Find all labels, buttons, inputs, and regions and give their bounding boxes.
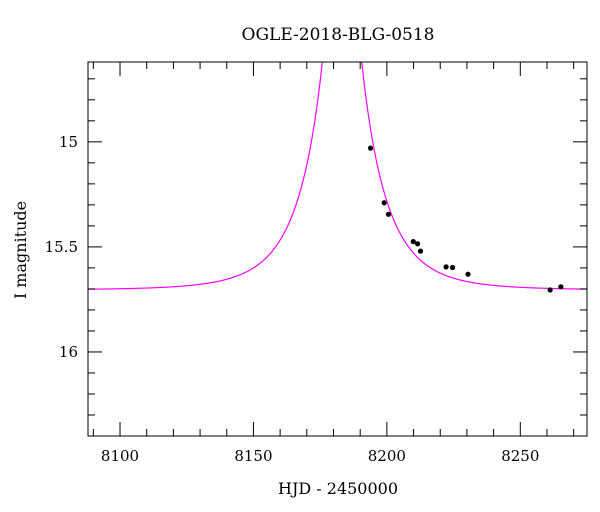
data-point [547, 287, 553, 293]
data-points [367, 145, 564, 293]
x-tick-label: 8100 [101, 447, 139, 465]
data-point [558, 284, 564, 290]
data-point [381, 200, 387, 206]
x-tick-labels: 8100 8150 8200 8250 [101, 447, 539, 465]
y-tick-label: 16 [59, 343, 78, 361]
data-point [443, 264, 449, 270]
data-point [449, 264, 456, 271]
data-point [414, 241, 421, 247]
y-tick-label: 15 [59, 133, 78, 151]
x-tick-label: 8250 [501, 447, 539, 465]
model-curve [88, 62, 587, 290]
x-tick-label: 8150 [234, 447, 272, 465]
data-point [367, 145, 374, 151]
chart-title: OGLE-2018-BLG-0518 [242, 25, 435, 45]
data-point [410, 239, 416, 245]
x-axis-label: HJD - 2450000 [278, 479, 398, 498]
y-tick-labels: 15 15.5 16 [45, 133, 78, 361]
x-tick-label: 8200 [368, 447, 406, 465]
data-point [385, 211, 392, 217]
data-point [465, 271, 471, 277]
plot-area [87, 61, 588, 437]
y-tick-label: 15.5 [45, 238, 78, 256]
y-axis-label: I magnitude [11, 201, 30, 299]
axis-ticks [88, 62, 587, 437]
data-point [417, 248, 424, 254]
plot-frame [87, 61, 588, 437]
